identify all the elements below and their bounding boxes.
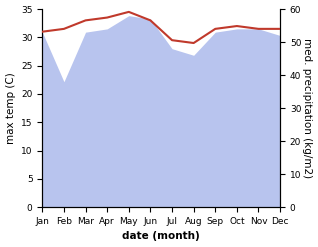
Y-axis label: med. precipitation (kg/m2): med. precipitation (kg/m2) (302, 38, 313, 178)
X-axis label: date (month): date (month) (122, 231, 200, 242)
Y-axis label: max temp (C): max temp (C) (5, 72, 16, 144)
